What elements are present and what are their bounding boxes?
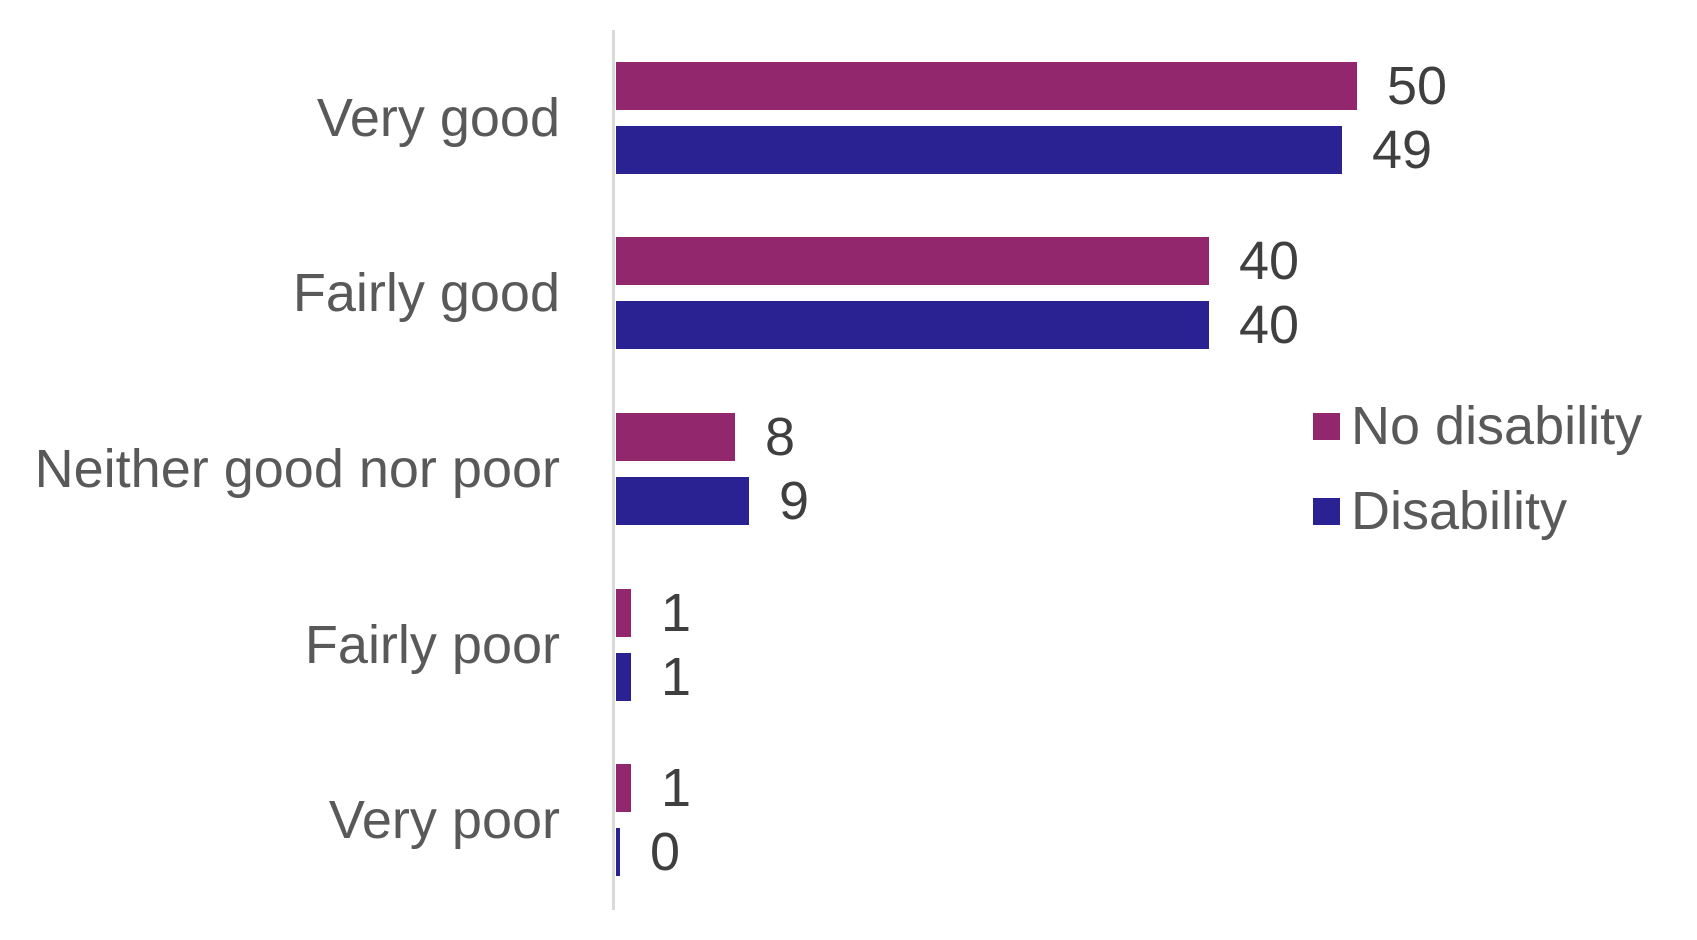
- bar-disability-very-poor: [616, 828, 620, 876]
- bar-no-disability-fairly-good: [616, 237, 1209, 285]
- value-label-disability-very-good: 49: [1372, 120, 1433, 180]
- category-label-very-good: Very good: [316, 88, 560, 148]
- bar-disability-fairly-good: [616, 301, 1209, 349]
- value-label-no-disability-very-poor: 1: [661, 758, 692, 818]
- legend-label-no-disability: No disability: [1351, 396, 1643, 456]
- bar-disability-fairly-poor: [616, 653, 631, 701]
- legend-item-no-disability: No disability: [1313, 396, 1642, 456]
- category-label-fairly-poor: Fairly poor: [304, 615, 560, 675]
- value-label-no-disability-fairly-poor: 1: [661, 583, 692, 643]
- bar-no-disability-neither-good-nor-poor: [616, 413, 735, 461]
- legend: No disability Disability: [1313, 396, 1642, 569]
- category-label-fairly-good: Fairly good: [292, 263, 560, 323]
- category-label-neither-good-nor-poor: Neither good nor poor: [34, 439, 560, 499]
- bar-disability-very-good: [616, 126, 1342, 174]
- legend-label-disability: Disability: [1351, 481, 1568, 541]
- y-axis-baseline: [612, 30, 615, 910]
- value-label-disability-fairly-poor: 1: [661, 647, 692, 707]
- value-label-disability-very-poor: 0: [650, 822, 681, 882]
- bar-no-disability-fairly-poor: [616, 589, 631, 637]
- value-label-no-disability-very-good: 50: [1387, 56, 1448, 116]
- value-label-no-disability-neither-good-nor-poor: 8: [765, 407, 796, 467]
- category-label-very-poor: Very poor: [328, 790, 560, 850]
- bar-no-disability-very-good: [616, 62, 1357, 110]
- bar-no-disability-very-poor: [616, 764, 631, 812]
- value-label-disability-neither-good-nor-poor: 9: [779, 471, 810, 531]
- legend-swatch-disability-icon: [1313, 497, 1340, 525]
- bar-disability-neither-good-nor-poor: [616, 477, 749, 525]
- legend-item-disability: Disability: [1313, 481, 1642, 541]
- legend-swatch-no-disability-icon: [1313, 412, 1340, 440]
- value-label-no-disability-fairly-good: 40: [1239, 231, 1300, 291]
- value-label-disability-fairly-good: 40: [1239, 295, 1300, 355]
